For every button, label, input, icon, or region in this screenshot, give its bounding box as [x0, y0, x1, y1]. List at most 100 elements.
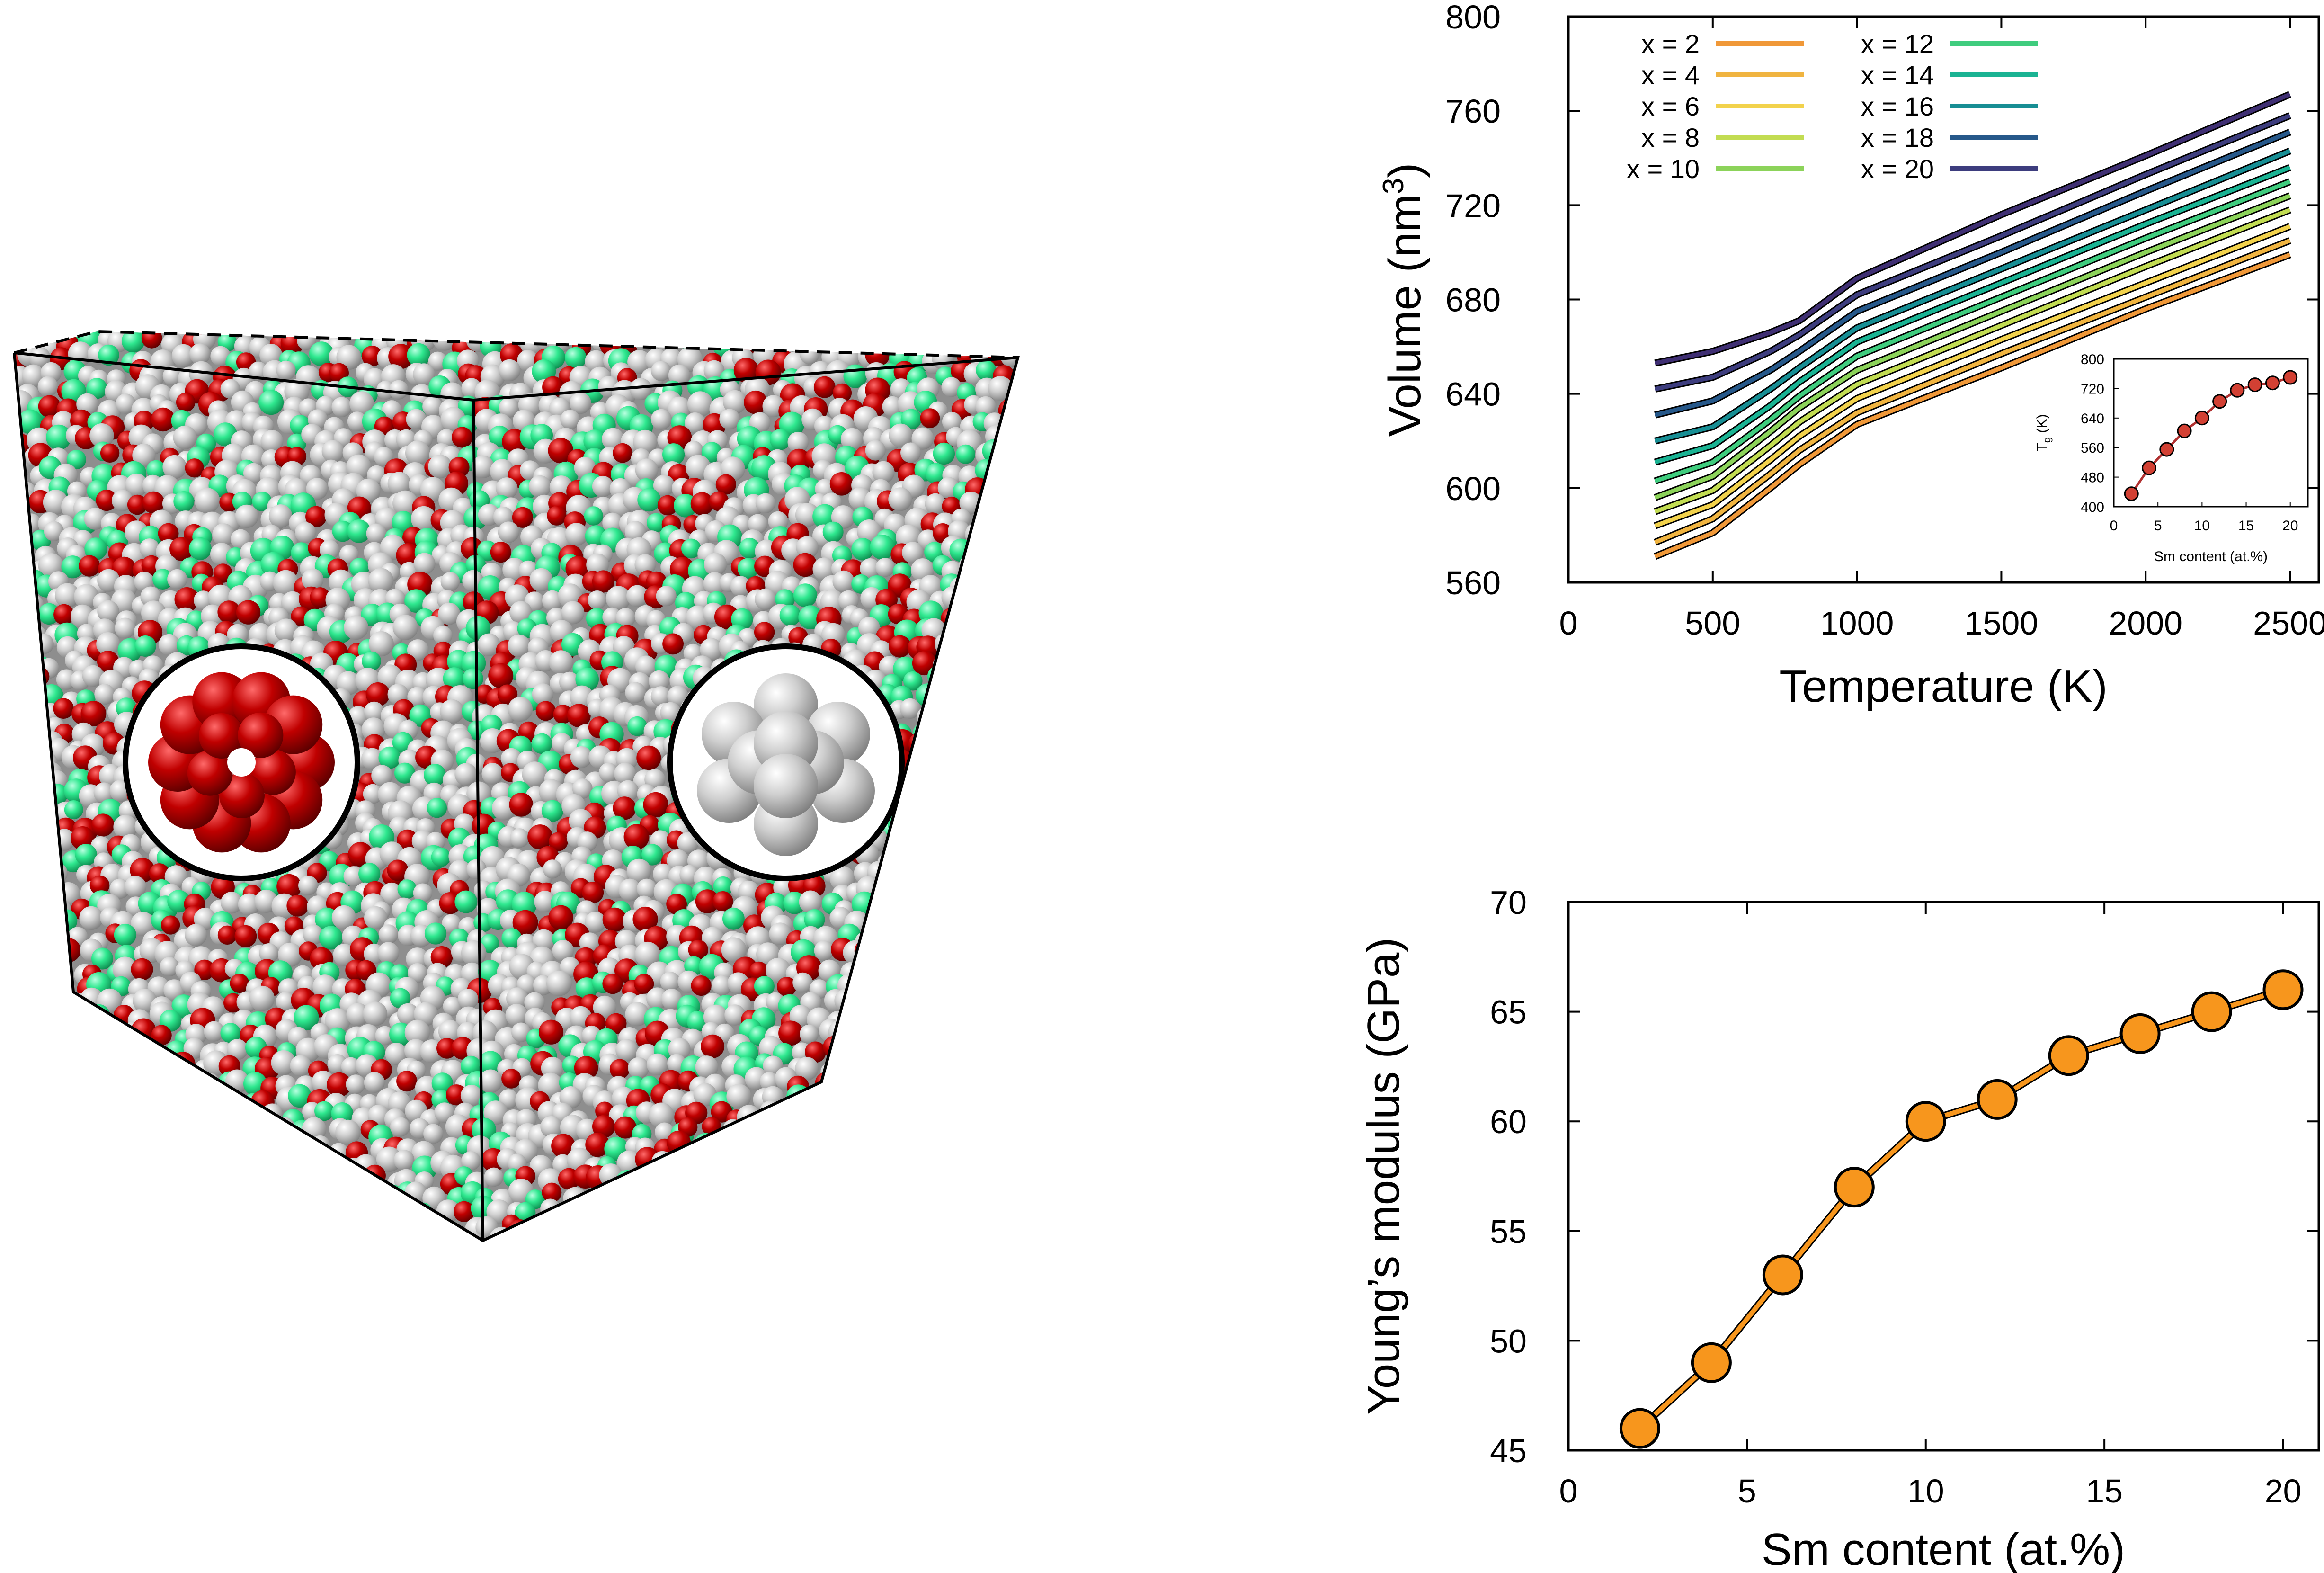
atom-sphere — [431, 847, 451, 867]
atom-sphere — [243, 1231, 264, 1241]
atom-sphere — [414, 1002, 438, 1026]
atom-sphere — [872, 461, 895, 483]
atom-sphere — [946, 1009, 971, 1034]
atom-sphere — [1014, 847, 1018, 868]
atom-sphere — [897, 884, 919, 906]
atom-sphere — [17, 831, 42, 857]
atom-sphere — [660, 972, 680, 992]
atom-sphere — [21, 753, 47, 779]
atom-sphere — [635, 941, 660, 967]
atom-sphere — [839, 1084, 861, 1106]
atom-sphere — [982, 859, 1007, 885]
atom-sphere — [376, 1146, 402, 1172]
atom-sphere — [14, 964, 33, 985]
atom-sphere — [181, 1220, 205, 1241]
atom-sphere — [927, 331, 949, 333]
atom-sphere — [509, 793, 534, 817]
atom-sphere — [889, 423, 913, 447]
atom-sphere — [917, 954, 942, 979]
atom-sphere — [54, 1134, 74, 1153]
atom-sphere — [185, 458, 204, 478]
atom-sphere — [813, 331, 835, 354]
atom-sphere — [378, 782, 402, 807]
atom-sphere — [563, 1187, 588, 1212]
atom-sphere — [880, 1212, 904, 1236]
atom-sphere — [71, 1013, 92, 1035]
atom-sphere — [454, 1201, 475, 1222]
atom-sphere — [27, 849, 51, 872]
atom-sphere — [276, 992, 296, 1012]
atom-sphere — [86, 378, 107, 399]
atom-sphere — [226, 1133, 248, 1155]
atom-sphere — [306, 478, 328, 500]
atom-sphere — [585, 912, 606, 933]
atom-sphere — [932, 348, 954, 370]
atom-sphere — [84, 1062, 106, 1083]
atom-sphere — [991, 753, 1016, 778]
atom-sphere — [900, 929, 920, 948]
atom-sphere — [906, 800, 929, 823]
atom-sphere — [522, 761, 548, 787]
atom-sphere — [942, 917, 962, 936]
atom-sphere — [346, 1003, 369, 1026]
inset-x-tick-label: 5 — [2154, 518, 2162, 534]
legend-label: x = 18 — [1861, 123, 1934, 152]
x-tick-label: 500 — [1685, 605, 1740, 642]
atom-sphere — [281, 1202, 302, 1224]
modulus-marker — [1905, 1101, 1946, 1142]
atom-sphere — [570, 392, 591, 414]
atom-sphere — [585, 1202, 609, 1226]
atom-sphere — [992, 476, 1016, 500]
atom-sphere — [953, 795, 977, 819]
atom-sphere — [926, 814, 950, 838]
atom-sphere — [980, 753, 1005, 778]
atom-sphere — [272, 1147, 297, 1172]
atom-sphere — [14, 1043, 31, 1066]
atom-sphere — [712, 891, 733, 912]
atom-sphere — [312, 1186, 333, 1207]
atom-sphere — [214, 1135, 233, 1153]
atom-sphere — [64, 800, 83, 819]
atom-sphere — [14, 911, 28, 931]
atom-sphere — [746, 1131, 769, 1155]
atom-sphere — [925, 463, 947, 485]
atom-sphere — [976, 1108, 998, 1130]
atom-sphere — [744, 390, 767, 414]
atom-sphere — [565, 331, 588, 334]
inset-y-tick-label: 720 — [2081, 381, 2104, 397]
atom-sphere — [14, 1084, 18, 1108]
atom-sphere — [359, 1213, 383, 1236]
atom-sphere — [900, 442, 921, 463]
inset-marker — [2247, 377, 2262, 393]
atom-sphere — [903, 671, 923, 691]
atom-sphere — [14, 1151, 18, 1172]
atom-sphere — [940, 760, 965, 785]
atom-sphere — [175, 1117, 198, 1140]
legend-label: x = 8 — [1641, 123, 1700, 152]
atom-sphere — [333, 944, 356, 966]
y-tick-label: 640 — [1445, 376, 1501, 413]
atom-sphere — [427, 798, 447, 818]
atom-sphere — [978, 639, 998, 659]
atom-sphere — [994, 615, 1018, 640]
atom-sphere — [684, 412, 706, 434]
atom-sphere — [965, 701, 990, 725]
atom-sphere — [923, 939, 949, 965]
atom-sphere — [722, 331, 743, 349]
atom-sphere — [876, 1140, 897, 1161]
atom-sphere — [221, 892, 243, 914]
atom-sphere — [650, 409, 672, 430]
atom-sphere — [646, 1053, 668, 1075]
atom-sphere — [777, 977, 797, 997]
atom-sphere — [951, 690, 973, 711]
atom-sphere — [796, 1140, 819, 1162]
atom-sphere — [173, 491, 195, 512]
atom-sphere — [1019, 1169, 1039, 1189]
atom-sphere — [28, 929, 52, 953]
atom-sphere — [993, 1205, 1013, 1225]
atom-sphere — [978, 971, 1004, 996]
atom-sphere — [995, 530, 1015, 550]
atom-sphere — [66, 1055, 88, 1078]
atom-sphere — [94, 1168, 117, 1190]
atom-sphere — [769, 429, 791, 450]
